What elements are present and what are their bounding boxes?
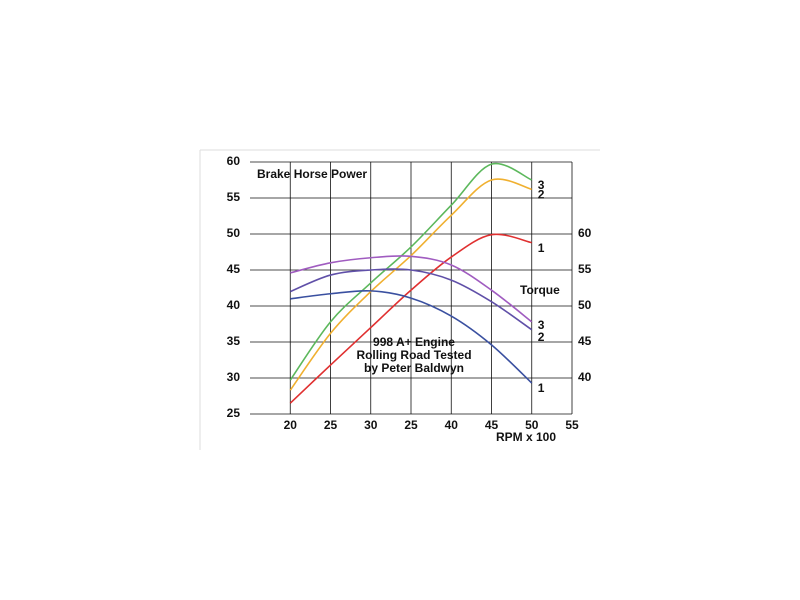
y-tick-label: 45 [227,262,241,276]
y2-tick-label: 50 [578,298,592,312]
x-tick-label: 25 [404,418,418,432]
chart-title: Brake Horse Power [257,167,367,181]
x-tick-label: 50 [525,418,539,432]
series-line [289,268,533,331]
series-line [290,289,533,384]
annotation: Rolling Road Tested [356,348,471,362]
y-tick-label: 30 [227,370,241,384]
x-tick-label: 25 [324,418,338,432]
series-label: 2 [538,188,545,202]
series-label: 1 [538,381,545,395]
y2-tick-label: 55 [578,262,592,276]
series-label: 1 [538,241,545,255]
y2-tick-label: 60 [578,226,592,240]
x-tick-label: 45 [485,418,499,432]
y-tick-label: 60 [227,154,241,168]
y-tick-label: 40 [227,298,241,312]
x-tick-label: 30 [364,418,378,432]
x-tick-label: 55 [565,418,579,432]
series-label: 3 [538,318,545,332]
series-label: 3 [538,178,545,192]
series-line [289,233,532,404]
series-line [289,162,533,381]
y-tick-label: 35 [227,334,241,348]
annotation: by Peter Baldwyn [364,361,464,375]
x-tick-label: 40 [445,418,459,432]
series-line [290,255,533,323]
y-tick-label: 25 [227,406,241,420]
x-tick-label: 20 [284,418,298,432]
y-tick-label: 55 [227,190,241,204]
x-axis-label: RPM x 100 [496,430,556,444]
y2-tick-label: 40 [578,370,592,384]
y2-tick-label: 45 [578,334,592,348]
y2-axis-label: Torque [520,283,560,297]
y-tick-label: 50 [227,226,241,240]
series-label: 2 [538,330,545,344]
